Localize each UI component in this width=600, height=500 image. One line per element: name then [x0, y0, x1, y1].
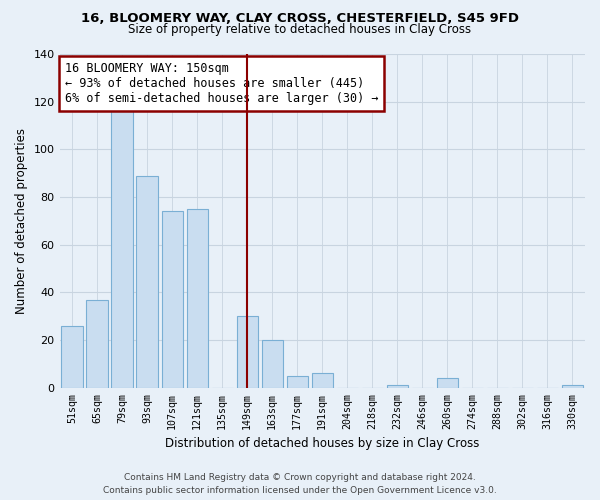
- Bar: [562, 386, 583, 388]
- Text: 16 BLOOMERY WAY: 150sqm
← 93% of detached houses are smaller (445)
6% of semi-de: 16 BLOOMERY WAY: 150sqm ← 93% of detache…: [65, 62, 378, 106]
- Text: 16, BLOOMERY WAY, CLAY CROSS, CHESTERFIELD, S45 9FD: 16, BLOOMERY WAY, CLAY CROSS, CHESTERFIE…: [81, 12, 519, 26]
- Bar: [61, 326, 83, 388]
- Text: Contains HM Land Registry data © Crown copyright and database right 2024.
Contai: Contains HM Land Registry data © Crown c…: [103, 473, 497, 495]
- Bar: [287, 376, 308, 388]
- Bar: [136, 176, 158, 388]
- Text: Size of property relative to detached houses in Clay Cross: Size of property relative to detached ho…: [128, 22, 472, 36]
- Bar: [387, 386, 408, 388]
- Bar: [311, 374, 333, 388]
- Y-axis label: Number of detached properties: Number of detached properties: [15, 128, 28, 314]
- X-axis label: Distribution of detached houses by size in Clay Cross: Distribution of detached houses by size …: [165, 437, 479, 450]
- Bar: [86, 300, 108, 388]
- Bar: [437, 378, 458, 388]
- Bar: [187, 209, 208, 388]
- Bar: [161, 212, 183, 388]
- Bar: [236, 316, 258, 388]
- Bar: [112, 106, 133, 388]
- Bar: [262, 340, 283, 388]
